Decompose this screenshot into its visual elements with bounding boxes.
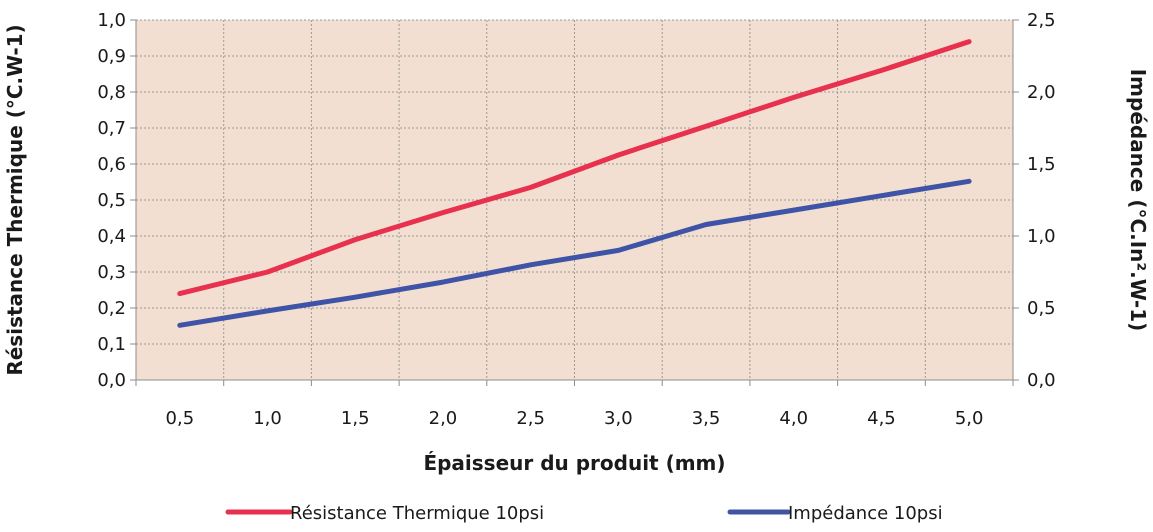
y-left-tick-label: 0,0 (97, 370, 126, 391)
x-tick-label: 3,0 (604, 408, 633, 429)
series-line-impedance (177, 178, 972, 328)
y-left-tick-label: 0,9 (97, 46, 126, 67)
x-axis-title: Épaisseur du produit (mm) (423, 451, 725, 475)
x-tick-label: 5,0 (955, 408, 984, 429)
y-left-tick-label: 0,6 (97, 154, 126, 175)
y-left-tick-label: 0,8 (97, 82, 126, 103)
left-axis-ticks: 0,0 0,1 0,2 0,3 0,4 0,5 0,6 0,7 0,8 0,9 1,0 (97, 10, 136, 391)
y-right-tick-label: 0,5 (1027, 298, 1056, 319)
y-right-tick-label: 2,0 (1027, 82, 1056, 103)
x-tick-label: 0,5 (166, 408, 195, 429)
series-line-resistance (177, 39, 972, 297)
y-left-tick-label: 0,5 (97, 190, 126, 211)
y-right-tick-label: 1,0 (1027, 226, 1056, 247)
x-tick-label: 3,5 (692, 408, 721, 429)
y-right-tick-label: 1,5 (1027, 154, 1056, 175)
y-left-tick-label: 0,7 (97, 118, 126, 139)
legend-label-resistance: Résistance Thermique 10psi (290, 503, 544, 524)
legend-label-impedance: Impédance 10psi (788, 503, 943, 524)
y-left-tick-label: 0,2 (97, 298, 126, 319)
x-tick-label: 1,5 (341, 408, 370, 429)
y-axis-left-title: Résistance Thermique (°C.W-1) (3, 24, 27, 375)
y-axis-right-title: Impédance (°C.In².W-1) (1126, 69, 1150, 332)
x-axis-ticks: 0,5 1,0 1,5 2,0 2,5 3,0 3,5 4,0 4,5 5,0 (135, 380, 1014, 429)
y-right-tick-label: 2,5 (1027, 10, 1056, 31)
series-lines (177, 39, 972, 328)
x-tick-label: 2,5 (516, 408, 545, 429)
y-left-tick-label: 0,4 (97, 226, 126, 247)
y-right-tick-label: 0,0 (1027, 370, 1056, 391)
x-tick-label: 4,0 (779, 408, 808, 429)
x-tick-label: 2,0 (429, 408, 458, 429)
x-tick-label: 4,5 (867, 408, 896, 429)
right-axis-ticks: 0,0 0,5 1,0 1,5 2,0 2,5 (1013, 10, 1056, 391)
y-left-tick-label: 0,1 (97, 334, 126, 355)
y-left-tick-label: 0,3 (97, 262, 126, 283)
y-left-tick-label: 1,0 (97, 10, 126, 31)
x-tick-label: 1,0 (253, 408, 282, 429)
legend: Résistance Thermique 10psi Impédance 10p… (225, 503, 943, 524)
